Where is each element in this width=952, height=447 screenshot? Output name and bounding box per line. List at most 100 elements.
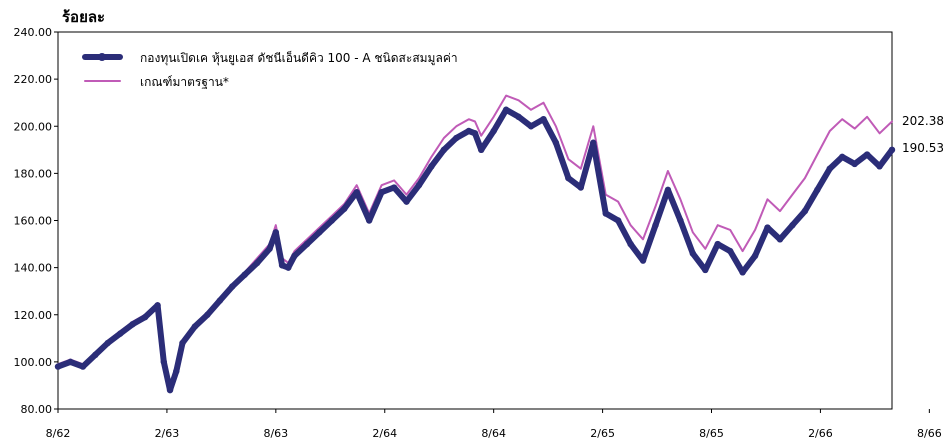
legend-fund-marker: [98, 53, 106, 61]
fund-data-point: [726, 247, 734, 255]
x-tick-label: 8/62: [46, 427, 71, 440]
legend-benchmark-label: เกณฑ์มาตรฐาน*: [140, 75, 229, 89]
y-tick-label: 80.00: [21, 403, 53, 416]
legend-fund-label: กองทุนเปิดเค หุ้นยูเอส ดัชนีเอ็นดีคิว 10…: [140, 50, 458, 66]
fund-data-point: [652, 222, 659, 229]
fund-data-point: [689, 250, 697, 257]
fund-data-point: [154, 302, 161, 309]
fund-data-point: [173, 368, 180, 375]
x-axis: 8/62 2/63 8/63 2/64 8/64 2/65 8/65 2/66 8/66: [46, 409, 942, 440]
fund-data-point: [627, 240, 634, 248]
fund-data-point: [801, 207, 809, 215]
y-tick-label: 200.00: [14, 120, 53, 133]
series-layer: [54, 94, 896, 394]
fund-data-point: [160, 358, 168, 366]
fund-data-point: [191, 323, 199, 330]
fund-data-point: [241, 271, 248, 278]
fund-data-point: [341, 205, 348, 212]
x-tick-label: 2/65: [590, 427, 615, 440]
legend: กองทุนเปิดเค หุ้นยูเอส ดัชนีเอ็นดีคิว 10…: [82, 50, 458, 89]
fund-data-point: [453, 134, 460, 142]
fund-data-point: [54, 363, 62, 370]
fund-data-point: [465, 127, 472, 135]
fund-data-point: [677, 217, 684, 224]
fund-series-line: [55, 106, 895, 394]
end-labels: 202.38 190.53: [902, 114, 944, 155]
fund-data-point: [285, 264, 292, 271]
fund-data-point: [272, 229, 280, 236]
fund-data-point: [415, 181, 423, 189]
fund-data-point: [316, 229, 323, 236]
fund-data-point: [278, 262, 286, 269]
fund-data-point: [639, 257, 647, 264]
y-tick-label: 120.00: [14, 309, 53, 322]
fund-data-point: [471, 130, 479, 137]
x-tick-label: 8/64: [481, 427, 506, 440]
fund-data-point: [303, 240, 311, 248]
fund-data-point: [478, 146, 485, 154]
fund-data-point: [490, 127, 497, 135]
fund-data-point: [67, 358, 74, 366]
fund-data-point: [104, 339, 111, 347]
fund-data-point: [839, 153, 846, 161]
fund-data-point: [614, 217, 622, 224]
fund-data-point: [79, 363, 87, 370]
fund-data-point: [328, 217, 336, 224]
fund-data-point: [888, 146, 896, 154]
fund-data-point: [814, 186, 821, 194]
fund-data-point: [428, 163, 435, 170]
fund-data-point: [266, 245, 273, 252]
fund-data-point: [577, 184, 585, 191]
fund-data-point: [863, 151, 871, 158]
fund-data-point: [117, 330, 124, 337]
fund-data-point: [204, 311, 211, 318]
x-tick-label: 2/66: [808, 427, 833, 440]
fund-data-point: [664, 186, 672, 194]
fund-data-point: [291, 252, 298, 260]
y-tick-label: 240.00: [14, 26, 53, 39]
x-tick-label: 8/66: [917, 427, 942, 440]
fund-data-point: [179, 339, 186, 347]
fund-data-point: [789, 222, 796, 229]
fund-data-point: [739, 269, 746, 276]
x-tick-label: 8/65: [699, 427, 724, 440]
fund-data-point: [390, 184, 398, 191]
fund-data-point: [92, 351, 99, 359]
fund-data-point: [129, 320, 136, 328]
fund-data-point: [751, 252, 759, 260]
fund-data-point: [826, 165, 833, 172]
y-tick-label: 220.00: [14, 73, 53, 86]
fund-data-point: [876, 163, 883, 170]
fund-data-point: [590, 139, 597, 146]
x-tick-label: 2/64: [372, 427, 397, 440]
y-axis: 80.00 100.00 120.00 140.00 160.00 180.00 200.0…: [14, 26, 58, 416]
fund-data-point: [378, 189, 385, 196]
x-tick-label: 8/63: [263, 427, 288, 440]
fund-data-point: [440, 146, 448, 154]
fund-data-point: [602, 210, 609, 217]
fund-end-value: 190.53: [902, 141, 944, 155]
y-tick-label: 140.00: [14, 262, 53, 275]
fund-data-point: [527, 123, 535, 130]
fund-data-point: [502, 106, 510, 113]
fund-data-point: [702, 266, 709, 274]
y-axis-title: ร้อยละ: [62, 8, 105, 26]
fund-data-point: [565, 174, 572, 182]
y-tick-label: 180.00: [14, 167, 53, 180]
fund-data-point: [403, 198, 410, 205]
fund-data-point: [253, 259, 261, 267]
fund-data-point: [229, 283, 236, 290]
benchmark-end-value: 202.38: [902, 114, 944, 128]
fund-data-point: [764, 224, 771, 231]
fund-data-point: [353, 189, 360, 196]
fund-data-point: [365, 217, 373, 224]
y-tick-label: 160.00: [14, 215, 53, 228]
fund-data-point: [851, 160, 858, 168]
fund-data-point: [776, 236, 784, 243]
fund-data-point: [540, 115, 547, 123]
y-tick-label: 100.00: [14, 356, 53, 369]
fund-data-point: [141, 313, 149, 321]
fund-data-point: [714, 240, 721, 248]
